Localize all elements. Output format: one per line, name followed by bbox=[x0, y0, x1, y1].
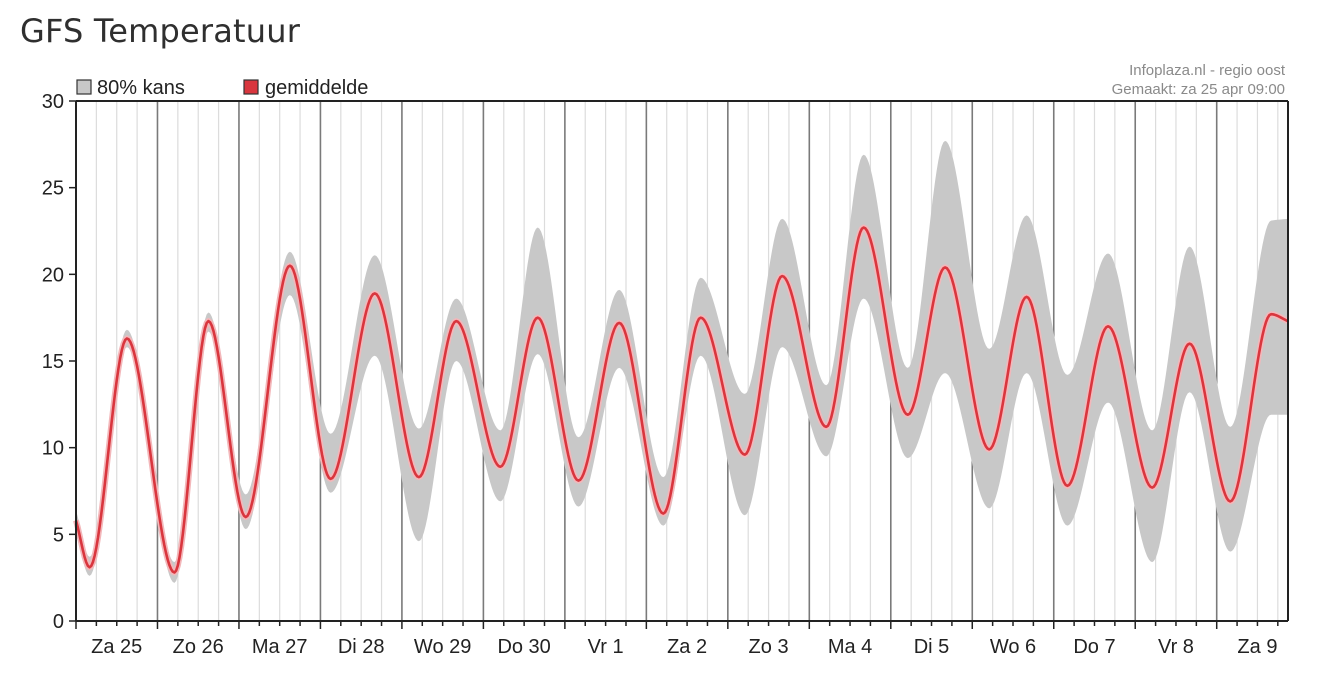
y-tick-label: 5 bbox=[53, 524, 64, 546]
axis-layer: 0 5 10 15 20 25 30 Za 25 Zo 26 Ma 27 Di 28 Wo 29 Do … bbox=[42, 91, 1279, 658]
x-day-label: Vr 8 bbox=[1158, 636, 1194, 658]
y-tick-label: 0 bbox=[53, 611, 64, 633]
band-layer bbox=[76, 140, 1288, 583]
x-day-label: Za 25 bbox=[91, 636, 142, 658]
y-tick-label: 20 bbox=[42, 264, 64, 286]
x-day-label: Do 30 bbox=[497, 636, 550, 658]
x-day-label: Wo 6 bbox=[990, 636, 1036, 658]
grid-layer bbox=[95, 101, 1279, 621]
x-day-label: Ma 4 bbox=[828, 636, 872, 658]
x-day-label: Za 2 bbox=[667, 636, 707, 658]
x-day-label: Zo 26 bbox=[173, 636, 224, 658]
x-day-label: Za 9 bbox=[1237, 636, 1277, 658]
source-line-1: Infoplaza.nl - regio oost bbox=[1129, 62, 1286, 79]
page-title: GFS Temperatuur bbox=[20, 12, 301, 50]
x-day-label: Di 28 bbox=[338, 636, 385, 658]
mean-line bbox=[74, 226, 1289, 574]
y-tick-label: 10 bbox=[42, 438, 64, 460]
y-tick-label: 25 bbox=[42, 178, 64, 200]
x-day-label: Do 7 bbox=[1073, 636, 1115, 658]
legend-label-mean: gemiddelde bbox=[265, 77, 368, 99]
x-day-label: Ma 27 bbox=[252, 636, 308, 658]
source-line-2: Gemaakt: za 25 apr 09:00 bbox=[1112, 81, 1285, 98]
legend-swatch-mean bbox=[243, 79, 259, 95]
source-note: Infoplaza.nl - regio oost Gemaakt: za 25… bbox=[1112, 62, 1286, 98]
y-tick-label: 30 bbox=[42, 91, 64, 113]
y-tick-label: 15 bbox=[42, 351, 64, 373]
legend: 80% kans gemiddelde bbox=[76, 77, 368, 99]
line-layer bbox=[73, 224, 1290, 576]
legend-label-band: 80% kans bbox=[97, 77, 185, 99]
x-day-label: Zo 3 bbox=[749, 636, 789, 658]
x-day-label: Di 5 bbox=[914, 636, 950, 658]
legend-swatch-band bbox=[76, 79, 92, 95]
x-day-label: Wo 29 bbox=[414, 636, 471, 658]
x-day-label: Vr 1 bbox=[588, 636, 624, 658]
band-80-kans bbox=[76, 140, 1288, 583]
